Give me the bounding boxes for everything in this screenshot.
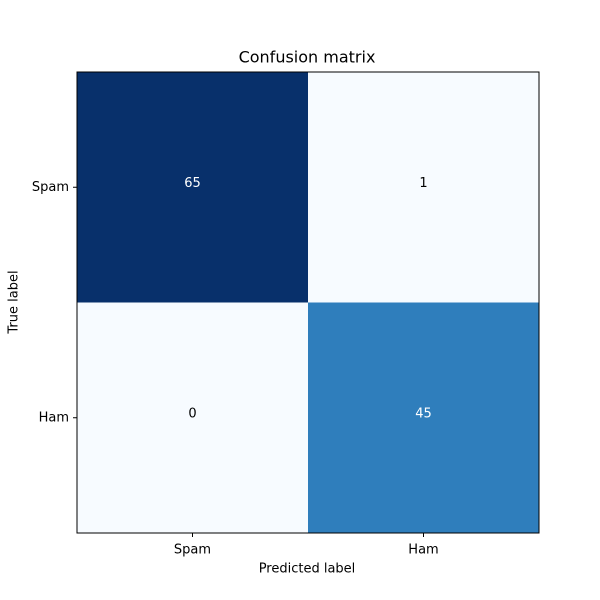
x-tick-label: Spam	[174, 543, 211, 558]
x-tick-label: Ham	[408, 543, 438, 558]
cell	[308, 72, 539, 303]
plot-frame	[76, 71, 540, 534]
y-tick-label: Spam	[32, 180, 69, 195]
cell	[77, 302, 308, 533]
cell-label: 1	[419, 176, 427, 191]
y-axis-label: True label	[7, 270, 22, 334]
cell-label: 45	[415, 406, 432, 421]
cell	[308, 302, 539, 533]
cell-label: 65	[184, 176, 201, 191]
y-tick-label: Ham	[39, 410, 69, 425]
cell	[77, 72, 308, 303]
chart-title: Confusion matrix	[239, 48, 376, 67]
cell-label: 0	[188, 406, 196, 421]
x-axis-label: Predicted label	[259, 562, 356, 577]
